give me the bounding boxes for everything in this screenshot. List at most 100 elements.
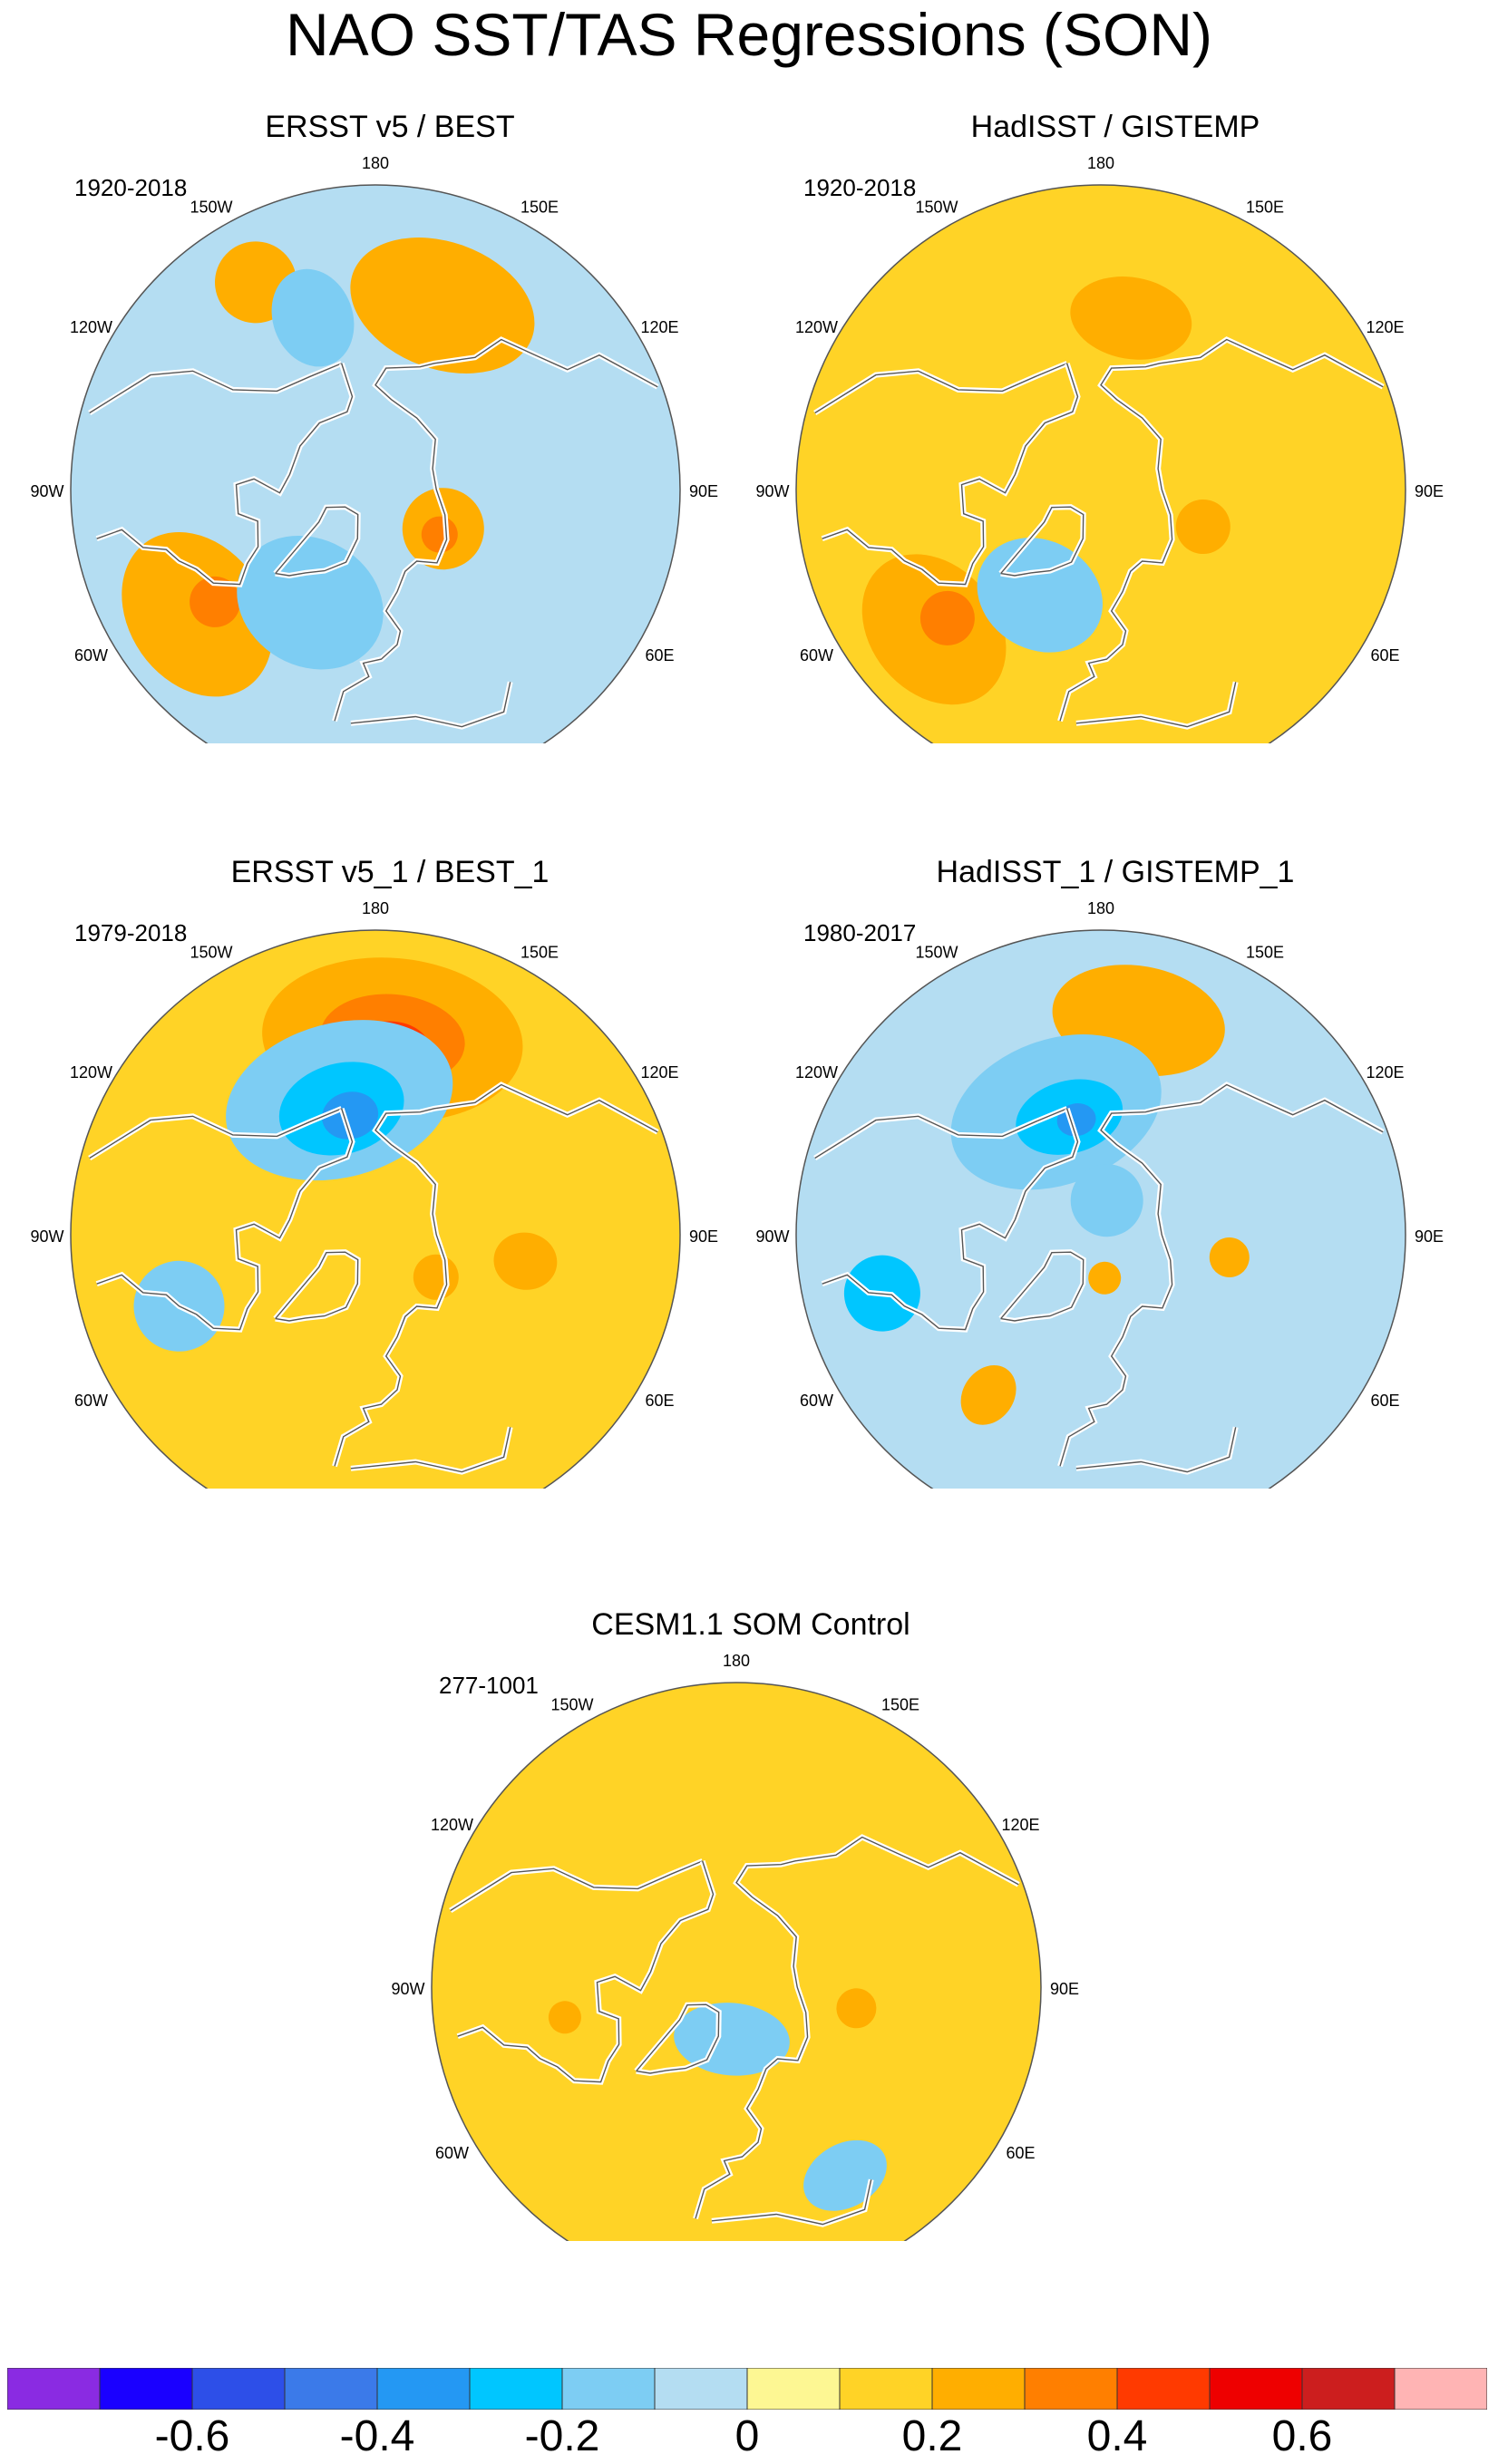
colorbar-swatch [1301,2368,1396,2410]
longitude-label: 60W [800,646,833,665]
page-title: NAO SST/TAS Regressions (SON) [285,1,1212,68]
colorbar-swatch [839,2368,933,2410]
coastline [1075,682,1237,728]
colorbar-label: -0.4 [339,2412,415,2460]
longitude-label: 60W [74,1392,108,1410]
polar-map: 180150E120E90E60E30E030W60W90W120W150W [755,899,1444,1489]
anomaly-region [271,268,355,367]
longitude-label: 120E [640,1063,678,1082]
map-border [70,184,681,743]
coastline [350,682,511,728]
panel-period: 1920-2018 [74,174,188,201]
colorbar-swatch [746,2368,841,2410]
anomaly-region [493,1232,558,1290]
longitude-label: 90E [1050,1980,1079,1998]
colorbar-swatch [191,2368,286,2410]
colorbar-swatch [469,2368,563,2410]
coastline [334,338,658,722]
coastline [275,1251,359,1322]
coastline [1000,1251,1085,1322]
longitude-label: 90E [689,482,718,500]
colorbar-label: 0.6 [1271,2412,1333,2460]
colorbar-swatch [931,2368,1026,2410]
longitude-label: 180 [723,1652,750,1670]
anomaly-region [919,590,975,645]
coastline [89,1108,342,1159]
anomaly-region [836,1988,877,2029]
longitude-label: 180 [1087,899,1114,917]
anomaly-region [1175,500,1230,554]
polar-map: 180150E120E90E60E30E030W60W90W120W150W [30,899,718,1489]
longitude-label: 60W [800,1392,833,1410]
longitude-label: 180 [362,154,389,172]
coastline [96,363,354,586]
longitude-label: 90W [30,1227,63,1246]
coastline [814,1108,1067,1159]
longitude-label: 150W [550,1696,593,1714]
coastline [275,506,359,577]
colorbar-swatch [1394,2368,1487,2410]
coastline [822,1108,1079,1331]
longitude-label: 90E [1415,1227,1444,1246]
longitude-label: 150E [881,1696,919,1714]
panel-period: 1980-2017 [803,919,917,946]
coastline [96,1108,354,1331]
map-border [70,929,681,1489]
longitude-label: 180 [362,899,389,917]
anomaly-region [960,1365,1016,1425]
longitude-label: 120E [640,318,678,336]
polar-map: 180150E120E90E60E30E030W60W90W120W150W [755,154,1444,743]
anomaly-region [421,516,458,553]
panel-title: HadISST_1 / GISTEMP_1 [936,855,1295,889]
map-border [795,184,1406,743]
panel-title: CESM1.1 SOM Control [591,1607,910,1642]
coastline [822,363,1079,586]
longitude-label: 90W [30,482,63,500]
coastline [457,1860,715,2083]
panel-title: ERSST v5 / BEST [265,110,515,144]
anomaly-region [1070,276,1192,360]
longitude-label: 150W [915,944,958,962]
anomaly-region [1088,1261,1122,1295]
coastline [1059,338,1384,722]
longitude-label: 60W [435,2144,469,2162]
longitude-label: 150E [520,944,559,962]
polar-map: 180150E120E90E60E30E030W60W90W120W150W [391,1652,1079,2241]
longitude-label: 90W [391,1980,424,1998]
coastline [814,363,1067,414]
coastline [636,2003,720,2074]
panel-period: 1979-2018 [74,919,188,946]
anomaly-region [548,2001,581,2034]
coastline [350,1427,511,1473]
longitude-label: 180 [1087,154,1114,172]
longitude-label: 60E [1006,2144,1035,2162]
colorbar-swatch [284,2368,378,2410]
coastline [89,363,342,414]
map-panel-ersst-best-1: ERSST v5_1 / BEST_1 1979-2018 180 150E 120… [0,745,780,1489]
map-border [431,1682,1042,2241]
longitude-label: 150W [190,199,232,217]
coastline [1059,1083,1384,1467]
coastline [1000,506,1085,577]
coastline [334,1083,658,1467]
panel-title: ERSST v5_1 / BEST_1 [230,855,550,889]
map-panel-ersst-best: ERSST v5 / BEST 1920-2018 180 150E 120E 90E… [0,0,780,743]
longitude-label: 120E [1366,318,1404,336]
coastline [1075,1427,1237,1473]
anomaly-region [190,576,241,627]
colorbar-swatch [1024,2368,1118,2410]
coastline [450,1860,703,1912]
longitude-label: 60E [1370,1392,1399,1410]
coastline [711,2179,872,2226]
colorbar-swatch [7,2368,101,2410]
anomaly-region [1070,1164,1143,1237]
panel-period: 1920-2018 [803,174,917,201]
longitude-label: 90W [755,482,789,500]
panel-title: HadISST / GISTEMP [970,110,1260,144]
colorbar-swatch [561,2368,656,2410]
longitude-label: 150W [915,199,958,217]
longitude-label: 90E [1415,482,1444,500]
anomaly-region [237,535,384,670]
longitude-label: 150E [520,199,559,217]
longitude-label: 120W [70,1063,112,1082]
